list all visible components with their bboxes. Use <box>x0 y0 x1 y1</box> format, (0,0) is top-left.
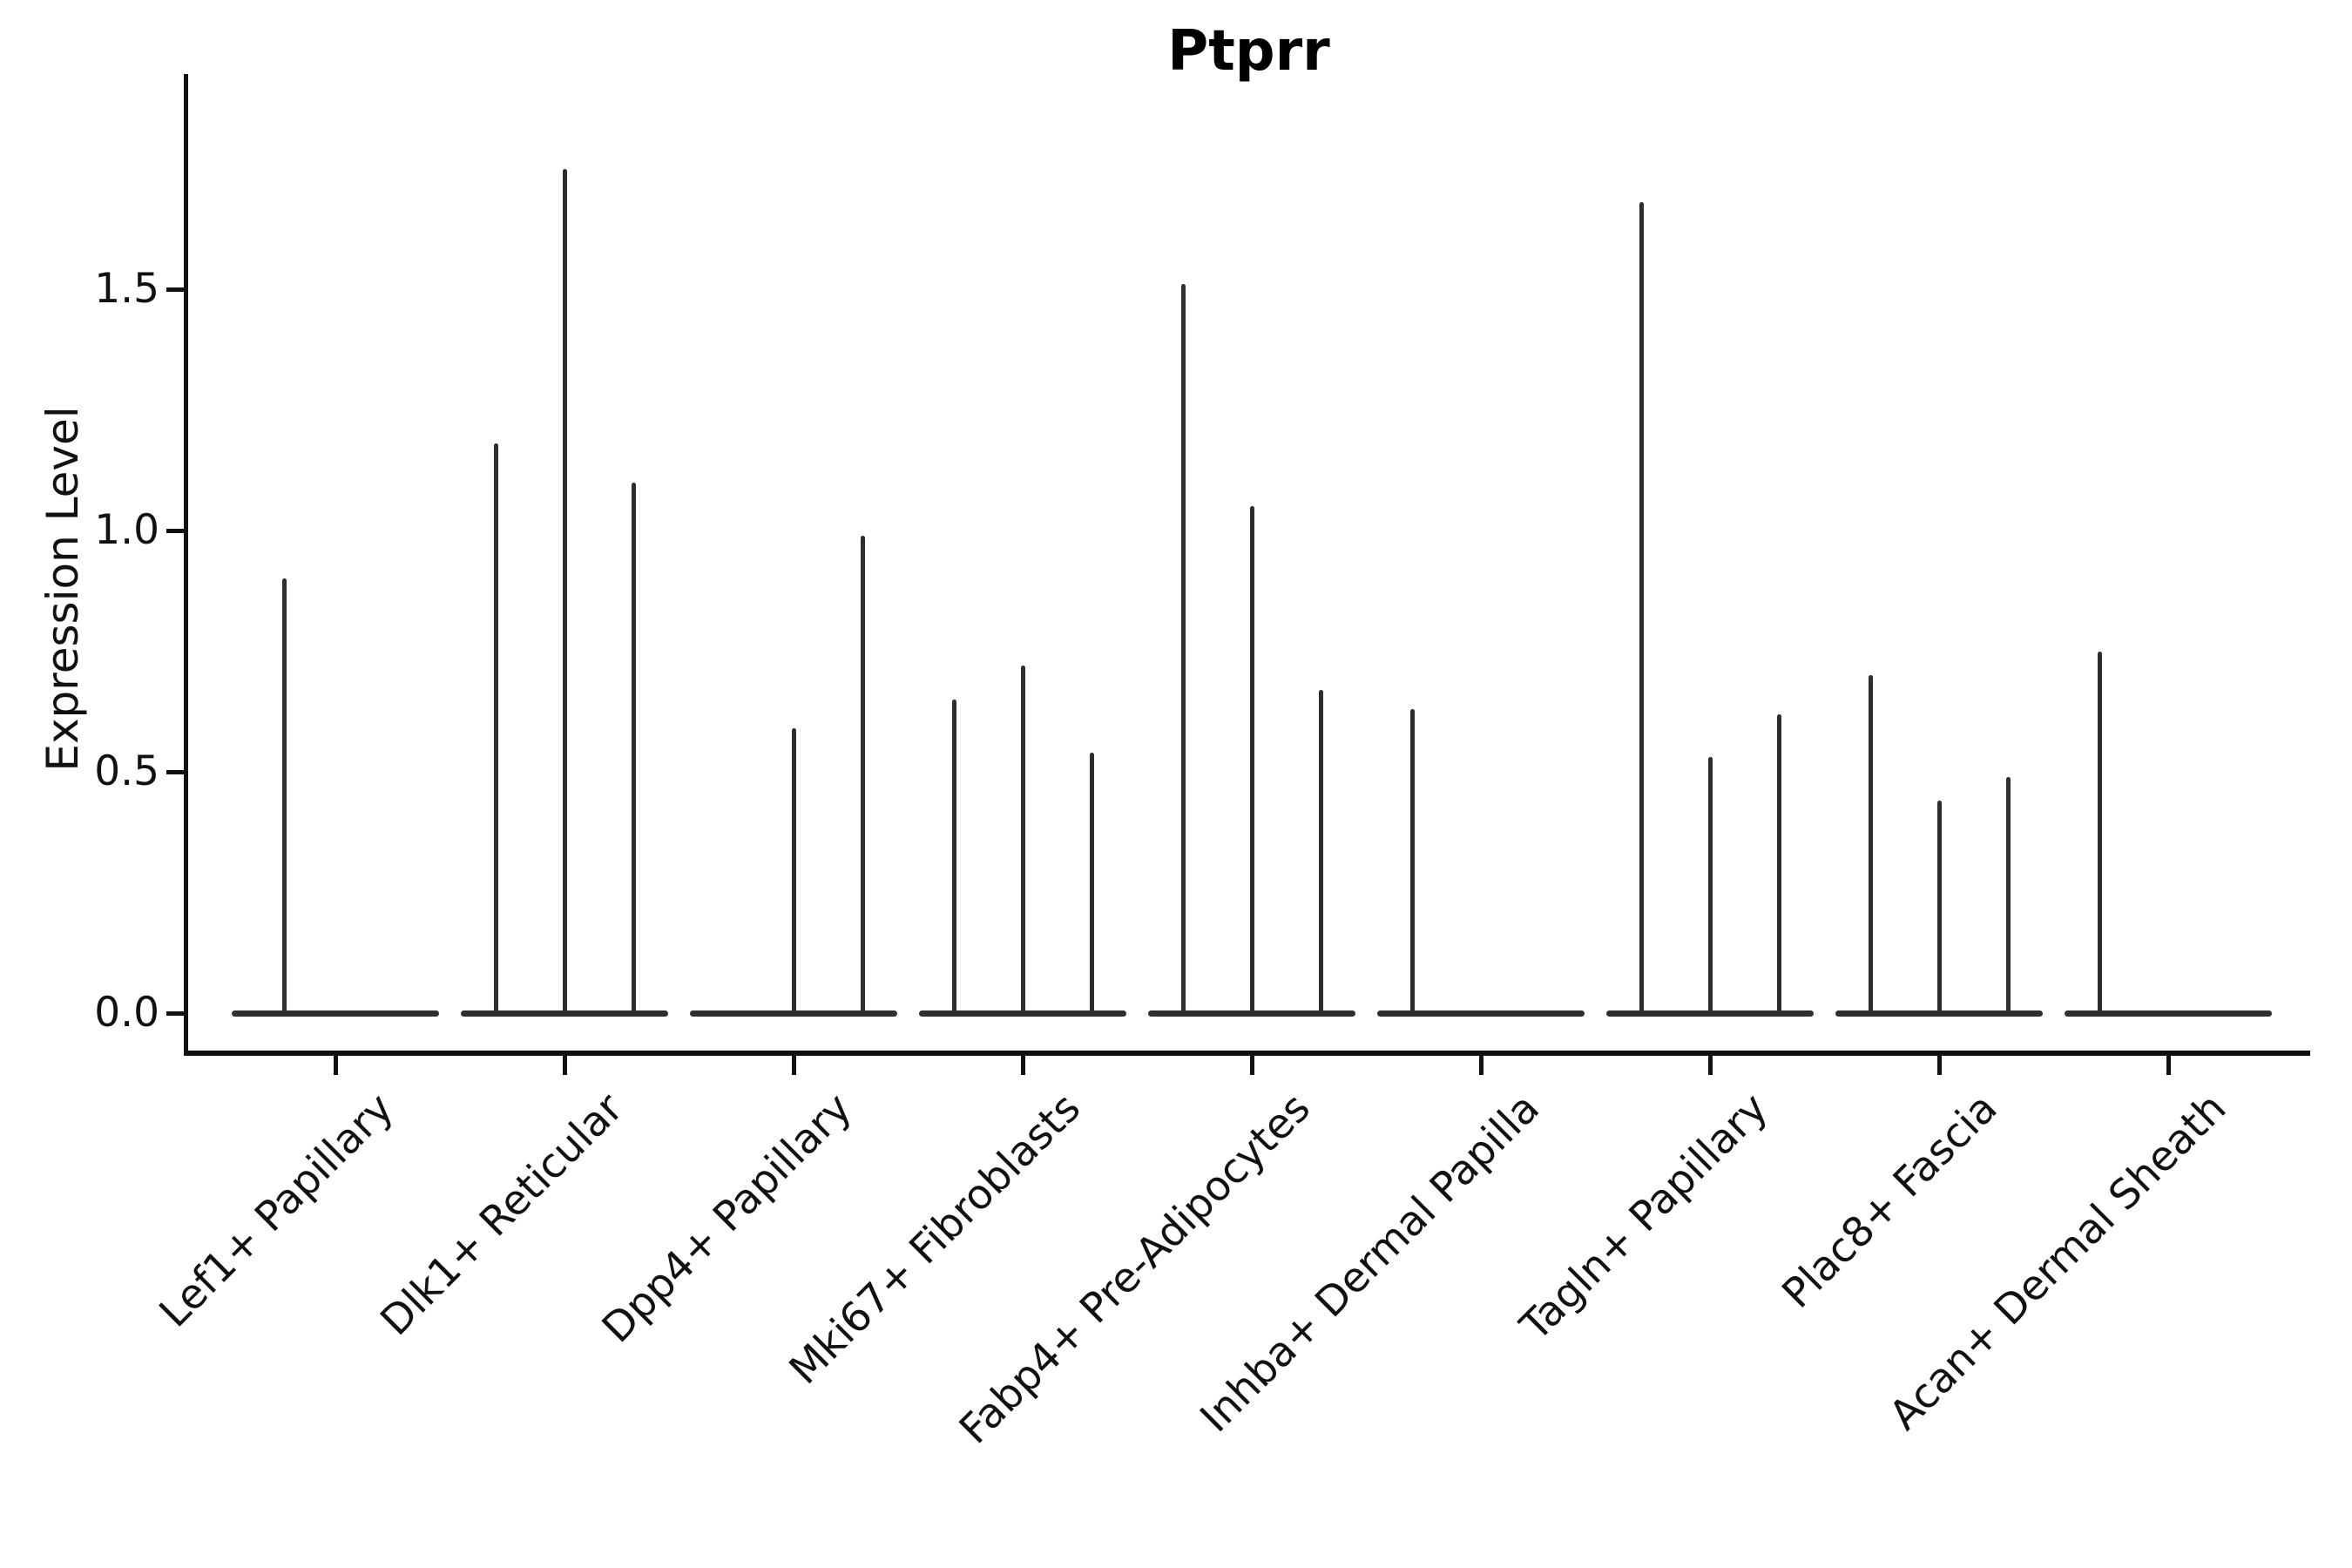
x-tick <box>1478 1056 1484 1075</box>
violin-spike <box>951 699 956 1013</box>
x-axis-category-label: Lef1+ Papillary <box>150 1084 403 1337</box>
y-tick-label: 1.5 <box>94 265 159 313</box>
violin-baseline <box>1377 1010 1585 1017</box>
x-tick <box>791 1056 796 1075</box>
x-tick <box>1936 1056 1942 1075</box>
y-axis-spine <box>184 74 188 1056</box>
violin-baseline <box>690 1010 897 1017</box>
violin-spike <box>1868 675 1873 1013</box>
violin-spike <box>281 578 287 1013</box>
violin-spike <box>1409 708 1415 1013</box>
violin-spike <box>791 728 796 1013</box>
violin-baseline <box>919 1010 1126 1017</box>
y-tick-label: 0.5 <box>94 747 159 795</box>
x-tick <box>333 1056 338 1075</box>
y-tick <box>166 769 184 774</box>
violin-spike <box>1936 801 1942 1013</box>
x-axis-spine <box>184 1051 2310 1056</box>
x-axis-category-label: Plac8+ Fascia <box>1773 1084 2007 1318</box>
violin-baseline <box>232 1010 439 1017</box>
violin-spike <box>2097 651 2102 1013</box>
violin-baseline <box>1148 1010 1355 1017</box>
x-axis-category-label: Dpp4+ Papillary <box>592 1084 862 1353</box>
violin-spike <box>631 482 636 1013</box>
x-tick <box>1707 1056 1713 1075</box>
violin-spike <box>1707 757 1713 1013</box>
y-tick-label: 1.0 <box>94 506 159 554</box>
x-tick <box>2166 1056 2171 1075</box>
x-tick <box>1249 1056 1254 1075</box>
violin-spike <box>2005 776 2011 1013</box>
x-axis-category-label: Tagln+ Papillary <box>1511 1084 1778 1350</box>
violin-spike <box>860 535 865 1013</box>
violin-spike <box>1639 202 1644 1013</box>
y-tick <box>166 528 184 533</box>
x-tick <box>1020 1056 1025 1075</box>
violin-spike <box>1089 752 1094 1013</box>
y-axis-label: Expression Level <box>37 406 88 772</box>
violin-spike <box>493 443 498 1013</box>
chart-title: Ptprr <box>1167 19 1330 84</box>
violin-baseline <box>1606 1010 1814 1017</box>
violin-baseline <box>461 1010 668 1017</box>
y-tick <box>166 1010 184 1016</box>
violin-spike <box>1776 713 1781 1013</box>
y-tick <box>166 287 184 292</box>
violin-spike <box>562 168 567 1013</box>
violin-spike <box>1180 284 1186 1013</box>
violin-baseline <box>1835 1010 2043 1017</box>
y-tick-label: 0.0 <box>94 989 159 1037</box>
x-axis-category-label: Dlk1+ Reticular <box>371 1084 632 1346</box>
x-tick <box>562 1056 567 1075</box>
violin-baseline <box>2065 1010 2272 1017</box>
violin-spike <box>1249 506 1254 1013</box>
violin-spike <box>1318 689 1323 1013</box>
violin-spike <box>1020 666 1025 1013</box>
